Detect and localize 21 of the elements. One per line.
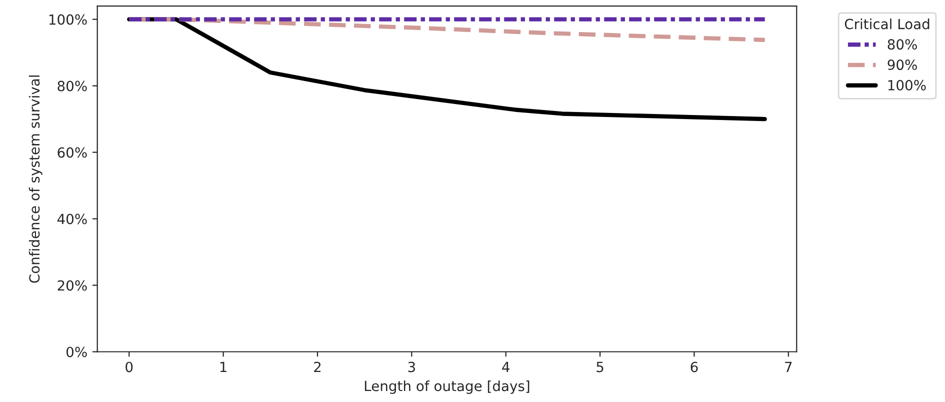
x-tick-label: 1	[220, 362, 226, 372]
legend-label: 90%	[888, 60, 917, 70]
y-axis-title: Confidence of system survival	[28, 76, 42, 283]
x-tick-label: 2	[314, 362, 321, 372]
y-tick-label: 20%	[58, 280, 87, 291]
x-tick-label: 4	[502, 362, 510, 372]
x-tick-label: 7	[785, 362, 792, 372]
y-tick-label: 40%	[57, 214, 87, 224]
y-tick-label: 60%	[58, 147, 87, 158]
legend-label: 100%	[888, 80, 926, 90]
x-tick-label: 3	[408, 362, 415, 372]
y-tick-label: 80%	[58, 80, 87, 92]
y-tick-label: 0%	[66, 346, 87, 358]
x-tick-label: 0	[126, 362, 133, 372]
x-tick-label: 5	[596, 362, 604, 372]
line-series	[127, 17, 767, 122]
legend-title: Critical Load	[844, 18, 930, 30]
legend-label: 80%	[888, 39, 917, 50]
x-tick-label: 6	[690, 362, 698, 372]
y-tick-label: 100%	[49, 14, 87, 25]
x-axis-title: Length of outage [days]	[364, 380, 530, 394]
